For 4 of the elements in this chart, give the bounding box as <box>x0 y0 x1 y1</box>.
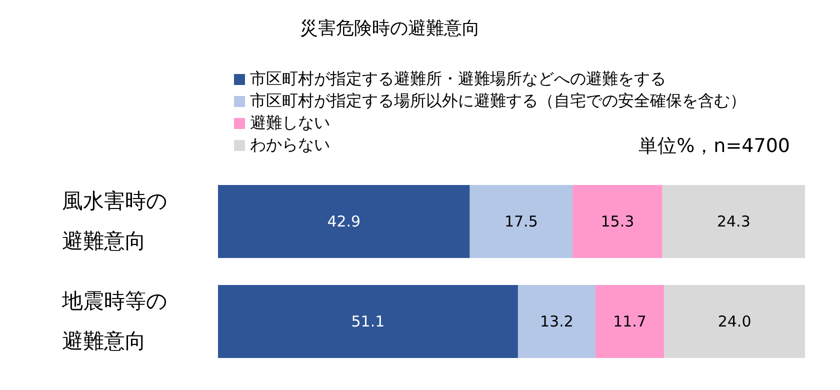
title: 災害危険時の避難意向 <box>300 18 480 39</box>
y-tick-label: 地震時等の避難意向 <box>62 288 169 355</box>
annotation: 単位%，n=4700 <box>638 135 790 157</box>
y-tick-label: 風水害時の避難意向 <box>62 188 169 255</box>
